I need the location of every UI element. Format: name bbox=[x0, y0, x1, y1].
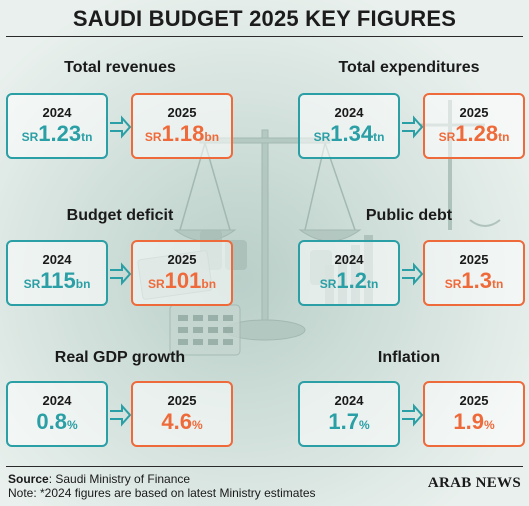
total-expenditures-2025-box: 2025 SR1.28tn bbox=[423, 93, 525, 159]
year-label: 2024 bbox=[334, 252, 364, 267]
panel-label-real-gdp-growth: Real GDP growth bbox=[54, 349, 186, 366]
title-underline bbox=[6, 36, 523, 37]
value-text: 1.9% bbox=[453, 409, 495, 434]
arrow-right-icon bbox=[110, 403, 132, 427]
value-text: SR1.18bn bbox=[144, 121, 220, 146]
total-revenues-2024-box: 2024 SR1.23tn bbox=[6, 93, 108, 159]
public-debt-2024-box: 2024 SR1.2tn bbox=[298, 240, 400, 306]
year-label: 2025 bbox=[459, 105, 489, 120]
calculator-icon bbox=[169, 304, 241, 356]
budget-deficit-2025-box: 2025 SR101bn bbox=[131, 240, 233, 306]
value-text: SR115bn bbox=[23, 268, 91, 293]
arrow-right-icon bbox=[402, 262, 424, 286]
value-text: SR1.23tn bbox=[21, 121, 93, 146]
arrow-right-icon bbox=[402, 115, 424, 139]
panel-label-budget-deficit: Budget deficit bbox=[66, 207, 174, 224]
arrow-right-icon bbox=[110, 262, 132, 286]
value-text: 4.6% bbox=[161, 409, 203, 434]
year-label: 2024 bbox=[42, 393, 72, 408]
value-text: SR101bn bbox=[147, 268, 217, 293]
page-title: SAUDI BUDGET 2025 KEY FIGURES bbox=[72, 6, 457, 31]
arrow-right-icon bbox=[110, 115, 132, 139]
note-line: Note: *2024 figures are based on latest … bbox=[8, 486, 316, 500]
year-label: 2024 bbox=[42, 252, 72, 267]
year-label: 2025 bbox=[167, 105, 197, 120]
real-gdp-growth-2025-box: 2025 4.6% bbox=[131, 381, 233, 447]
year-label: 2025 bbox=[459, 393, 489, 408]
value-text: SR1.3tn bbox=[444, 268, 504, 293]
panel-label-total-revenues: Total revenues bbox=[64, 59, 176, 76]
arab-news-logo: ARAB NEWS bbox=[427, 475, 521, 491]
value-text: 0.8% bbox=[36, 409, 78, 434]
panel-label-public-debt: Public debt bbox=[365, 207, 453, 224]
source-line: Source: Saudi Ministry of Finance bbox=[8, 472, 316, 486]
value-text: SR1.28tn bbox=[438, 121, 510, 146]
real-gdp-growth-2024-box: 2024 0.8% bbox=[6, 381, 108, 447]
panel-label-total-expenditures: Total expenditures bbox=[338, 59, 480, 76]
inflation-2024-box: 2024 1.7% bbox=[298, 381, 400, 447]
total-revenues-2025-box: 2025 SR1.18bn bbox=[131, 93, 233, 159]
year-label: 2025 bbox=[167, 252, 197, 267]
year-label: 2024 bbox=[334, 393, 364, 408]
year-label: 2025 bbox=[459, 252, 489, 267]
budget-deficit-2024-box: 2024 SR115bn bbox=[6, 240, 108, 306]
public-debt-2025-box: 2025 SR1.3tn bbox=[423, 240, 525, 306]
year-label: 2024 bbox=[42, 105, 72, 120]
value-text: SR1.34tn bbox=[313, 121, 385, 146]
year-label: 2024 bbox=[334, 105, 364, 120]
value-text: 1.7% bbox=[328, 409, 370, 434]
panel-label-inflation: Inflation bbox=[377, 349, 441, 366]
arrow-right-icon bbox=[402, 403, 424, 427]
inflation-2025-box: 2025 1.9% bbox=[423, 381, 525, 447]
source-note: Source: Saudi Ministry of Finance Note: … bbox=[8, 472, 316, 500]
total-expenditures-2024-box: 2024 SR1.34tn bbox=[298, 93, 400, 159]
source-text: : Saudi Ministry of Finance bbox=[48, 472, 191, 486]
value-text: SR1.2tn bbox=[319, 268, 379, 293]
source-label: Source bbox=[8, 472, 49, 486]
footer-rule bbox=[6, 466, 523, 467]
year-label: 2025 bbox=[167, 393, 197, 408]
